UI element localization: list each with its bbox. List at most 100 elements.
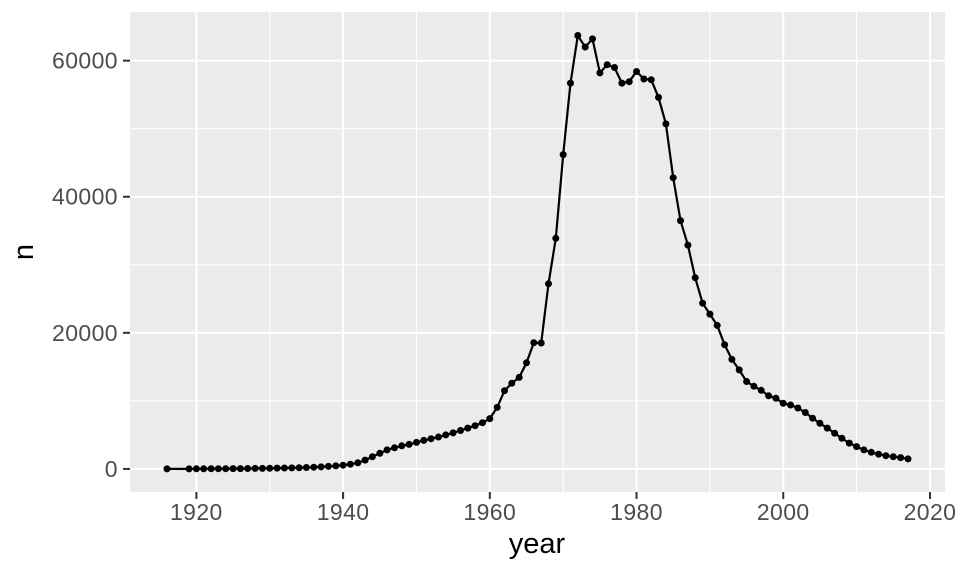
data-point (295, 464, 303, 472)
data-point (354, 459, 362, 467)
data-point (449, 429, 457, 437)
data-point (831, 429, 839, 437)
data-point (889, 453, 897, 461)
data-point (853, 443, 861, 451)
data-point (779, 399, 787, 407)
data-point (794, 404, 802, 412)
data-point (229, 465, 237, 473)
y-axis-tick-label: 20000 (52, 320, 118, 346)
data-point (757, 386, 765, 394)
data-point (640, 75, 648, 83)
data-point (545, 280, 552, 288)
data-point (530, 339, 538, 347)
data-point (346, 460, 354, 468)
data-point (816, 419, 824, 427)
data-point (787, 401, 795, 409)
data-point (655, 93, 662, 101)
data-point (691, 274, 699, 282)
data-point (324, 462, 332, 470)
data-point (735, 366, 743, 374)
y-axis-tick-label: 60000 (52, 48, 118, 74)
data-point (413, 438, 420, 446)
data-point (244, 465, 252, 472)
data-point (185, 465, 193, 473)
data-point (897, 454, 905, 462)
y-axis-tick-label: 40000 (52, 184, 118, 210)
data-point (486, 415, 494, 423)
data-point (376, 449, 384, 457)
data-point (838, 434, 846, 442)
data-point (633, 68, 640, 75)
x-axis-tick-label: 1960 (463, 499, 516, 525)
data-point (236, 465, 244, 473)
data-point (523, 359, 530, 367)
data-point (501, 387, 508, 395)
data-point (713, 321, 721, 329)
data-point (391, 444, 398, 452)
data-point (214, 465, 222, 473)
data-point (684, 241, 692, 249)
data-point (860, 446, 868, 454)
data-point (427, 435, 435, 443)
data-point (508, 379, 516, 387)
data-point (361, 456, 369, 464)
data-point (368, 453, 376, 461)
data-point (398, 442, 406, 450)
data-point (618, 79, 626, 87)
data-point (339, 461, 347, 469)
data-point (251, 464, 259, 472)
data-point (442, 431, 450, 439)
data-point (677, 217, 684, 225)
data-point (801, 409, 809, 416)
data-point (581, 43, 589, 51)
x-axis-tick-label: 1980 (610, 499, 663, 525)
x-axis-tick-label: 2020 (904, 499, 957, 525)
data-point (280, 464, 288, 472)
data-point (207, 465, 215, 473)
data-point (192, 465, 200, 473)
data-point (332, 462, 340, 470)
data-point (200, 465, 208, 473)
x-axis-title: year (509, 528, 566, 560)
data-point (589, 35, 596, 43)
data-point (559, 151, 567, 159)
data-point (706, 310, 714, 318)
data-point (743, 378, 751, 385)
data-point (258, 464, 266, 472)
plot-panel (130, 12, 945, 492)
data-point (273, 464, 281, 472)
data-point (222, 465, 230, 473)
data-point (163, 465, 171, 473)
data-point (603, 61, 611, 69)
data-point (383, 446, 391, 454)
data-point (302, 464, 310, 471)
data-point (750, 382, 758, 390)
x-axis-tick-label: 1940 (317, 499, 370, 525)
data-point (266, 464, 274, 472)
data-point (765, 392, 773, 400)
data-point (515, 373, 523, 381)
data-point (625, 78, 633, 86)
data-point (457, 427, 464, 434)
data-point (310, 463, 318, 471)
data-point (471, 422, 479, 430)
data-point (288, 464, 296, 472)
data-point (420, 436, 428, 444)
data-point (669, 174, 677, 182)
data-point (845, 439, 853, 447)
data-point (647, 76, 655, 84)
data-point (772, 394, 780, 402)
data-point (405, 440, 413, 448)
data-point (596, 69, 604, 77)
x-axis-tick-label: 2000 (757, 499, 810, 525)
data-point (574, 32, 582, 39)
data-point (721, 341, 729, 349)
data-point (699, 299, 707, 307)
data-point (875, 450, 883, 458)
data-point (867, 448, 875, 456)
data-point (537, 339, 545, 347)
data-point (552, 234, 560, 242)
x-axis-tick-label: 1920 (170, 499, 223, 525)
